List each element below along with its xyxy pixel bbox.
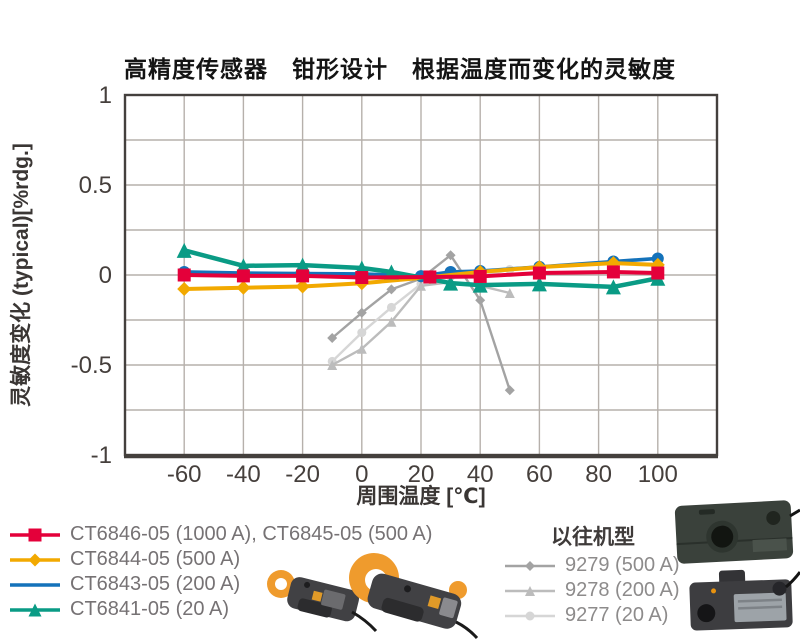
x-tick-label: 40	[467, 461, 494, 488]
chart-title: 高精度传感器 钳形设计 根据温度而变化的灵敏度	[124, 56, 676, 82]
legend-label: 9277 (20 A)	[565, 604, 669, 626]
x-tick-label: 60	[526, 461, 553, 488]
legend-swatch-orange-diamond	[10, 553, 60, 566]
x-tick-label: 20	[408, 461, 435, 488]
series-CT6846-05 (1000 A), CT6845-05 (500 A)	[177, 265, 665, 285]
legend-swatch-red-square	[10, 528, 60, 541]
legacy-models-header: 以往机型	[551, 526, 635, 549]
legend-swatch-gray-triangle	[505, 585, 555, 596]
legend-swatch-blue-line	[10, 582, 60, 587]
tick-labels: -60 -40 -20 0 20 40 60 80 100 1 0.5 0 -0.5 -1	[71, 82, 678, 488]
legend-item-9279: 9279 (500 A)	[503, 553, 680, 578]
y-tick-label: -0.5	[71, 352, 112, 379]
legend-current-models: CT6846-05 (1000 A), CT6845-05 (500 A) CT…	[8, 522, 432, 622]
product-photos-current-clamps	[267, 553, 479, 640]
legend-label: CT6846-05 (1000 A), CT6845-05 (500 A)	[70, 523, 433, 545]
y-tick-label: 0.5	[79, 172, 112, 199]
legend-item-ct6843: CT6843-05 (200 A)	[8, 572, 432, 597]
legend-label: CT6844-05 (500 A)	[70, 548, 241, 570]
legend-item-9277: 9277 (20 A)	[503, 603, 680, 628]
y-axis-label: 灵敏度变化 (typical)[%rdg.]	[9, 143, 33, 407]
x-tick-label: 100	[638, 461, 678, 488]
legacy-clamp-sensor-9277	[689, 569, 800, 631]
x-tick-label: -60	[167, 461, 202, 488]
y-tick-label: 1	[99, 82, 112, 109]
legend-legacy-models: 以往机型 9279 (500 A) 9278 (200 A) 9277 (20 …	[503, 521, 680, 628]
gridlines	[125, 95, 717, 455]
legend-label: CT6841-05 (20 A)	[70, 598, 229, 620]
x-tick-label: 0	[355, 461, 368, 488]
legend-item-ct6846: CT6846-05 (1000 A), CT6845-05 (500 A)	[8, 522, 432, 547]
x-tick-label: -40	[226, 461, 261, 488]
x-tick-label: -20	[285, 461, 320, 488]
legend-swatch-teal-triangle	[10, 603, 60, 616]
legend-label: CT6843-05 (200 A)	[70, 573, 241, 595]
legend-swatch-gray-circle	[505, 611, 555, 620]
product-photos-legacy-clamps	[674, 500, 800, 631]
legend-label: 9279 (500 A)	[565, 554, 680, 576]
legend-label: 9278 (200 A)	[565, 579, 680, 601]
x-tick-label: 80	[585, 461, 612, 488]
legend-swatch-gray-diamond	[505, 560, 555, 571]
legend-item-ct6844: CT6844-05 (500 A)	[8, 547, 432, 572]
legacy-clamp-sensor-9279	[674, 500, 800, 564]
legend-item-ct6841: CT6841-05 (20 A)	[8, 597, 432, 622]
series-lines	[176, 242, 666, 396]
ct-clamp-sensor-large	[349, 553, 479, 640]
y-tick-label: 0	[99, 262, 112, 289]
y-tick-label: -1	[91, 442, 112, 469]
legend-item-9278: 9278 (200 A)	[503, 578, 680, 603]
x-axis-label: 周围温度 [℃]	[356, 484, 485, 508]
ct-clamp-sensor-small	[267, 570, 378, 633]
temperature-sensitivity-chart: -60 -40 -20 0 20 40 60 80 100 1 0.5 0 -0.5 -1 周围温度 [℃]…	[9, 82, 719, 508]
